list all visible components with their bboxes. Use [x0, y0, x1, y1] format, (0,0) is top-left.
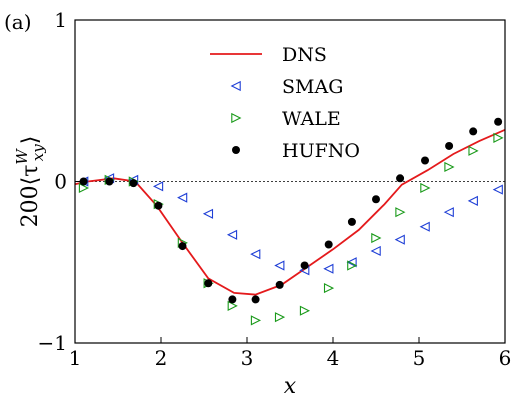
data-point-hufno [129, 179, 138, 188]
data-point-hufno [421, 156, 430, 165]
data-point-smag [152, 181, 164, 192]
data-point-hufno [204, 279, 213, 288]
y-axis-label: 200⟨τWxy⟩ [13, 136, 47, 228]
legend-entry-smag: SMAG [230, 76, 343, 98]
legend-label-wale: WALE [282, 108, 341, 130]
axis-ticks: 1 2 3 4 5 6 −1 0 1 [38, 8, 512, 370]
data-point-smag [492, 184, 503, 195]
legend: DNS SMAG WALE HUFNO [210, 44, 360, 162]
x-axis-label: x [284, 374, 297, 399]
legend-entry-hufno: HUFNO [232, 140, 360, 162]
data-point-wale [347, 260, 358, 271]
data-point-smag [346, 257, 357, 268]
series-hufno [79, 117, 503, 304]
data-point-smag [370, 245, 381, 257]
data-point-hufno [178, 242, 187, 251]
data-point-wale [395, 207, 406, 218]
y-tick-label: −1 [38, 331, 67, 355]
data-point-wale [468, 145, 479, 156]
data-point-hufno [347, 217, 356, 226]
data-point-hufno [251, 295, 260, 304]
data-point-smag [226, 229, 238, 240]
panel-label: (a) [4, 10, 32, 34]
y-tick-label: 0 [54, 170, 67, 194]
data-point-wale [274, 312, 286, 323]
data-point-hufno [228, 295, 237, 304]
data-point-smag [250, 249, 261, 260]
data-point-hufno [79, 177, 88, 186]
x-tick-label: 6 [499, 346, 512, 370]
data-point-hufno [154, 201, 163, 210]
data-point-smag [443, 207, 454, 218]
data-point-hufno [469, 127, 478, 136]
data-point-wale [323, 283, 335, 294]
legend-label-dns: DNS [282, 44, 327, 66]
y-tick-label: 1 [54, 8, 67, 32]
data-point-hufno [105, 177, 114, 186]
legend-swatch-smag [230, 80, 241, 92]
data-point-hufno [275, 280, 284, 289]
legend-label-hufno: HUFNO [282, 140, 360, 162]
x-tick-label: 3 [241, 346, 254, 370]
data-point-wale [78, 182, 90, 194]
plot-data [75, 117, 505, 326]
data-point-wale [250, 315, 262, 326]
legend-label-smag: SMAG [282, 76, 343, 98]
y-axis-label-subscript: xy [29, 144, 47, 161]
data-point-hufno [494, 117, 503, 126]
data-point-hufno [396, 174, 405, 183]
data-point-smag [323, 263, 334, 274]
data-point-hufno [445, 141, 454, 150]
data-point-smag [419, 221, 430, 232]
x-tick-label: 2 [155, 346, 168, 370]
x-tick-label: 5 [413, 346, 426, 370]
data-point-wale [371, 232, 382, 244]
legend-swatch-wale [231, 112, 242, 124]
x-tick-label: 4 [327, 346, 340, 370]
y-axis-label-superscript: W [13, 148, 31, 165]
data-point-wale [420, 182, 431, 194]
data-point-wale [299, 305, 311, 316]
legend-entry-dns: DNS [210, 44, 327, 66]
y-axis-label-suffix: ⟩ [18, 136, 43, 145]
data-point-hufno [300, 261, 309, 270]
data-point-smag [394, 234, 405, 245]
data-point-smag [202, 208, 214, 219]
x-tick-label: 1 [69, 346, 82, 370]
legend-swatch-hufno [232, 146, 240, 154]
legend-entry-wale: WALE [231, 108, 341, 130]
data-point-wale [444, 161, 455, 173]
data-point-hufno [324, 240, 333, 249]
data-point-hufno [372, 195, 380, 204]
data-point-wale [227, 300, 238, 311]
data-point-smag [274, 260, 285, 271]
data-point-smag [467, 195, 478, 206]
y-axis-label-prefix: 200⟨τ [18, 165, 43, 228]
data-point-smag [177, 192, 188, 203]
data-point-wale [493, 132, 504, 143]
